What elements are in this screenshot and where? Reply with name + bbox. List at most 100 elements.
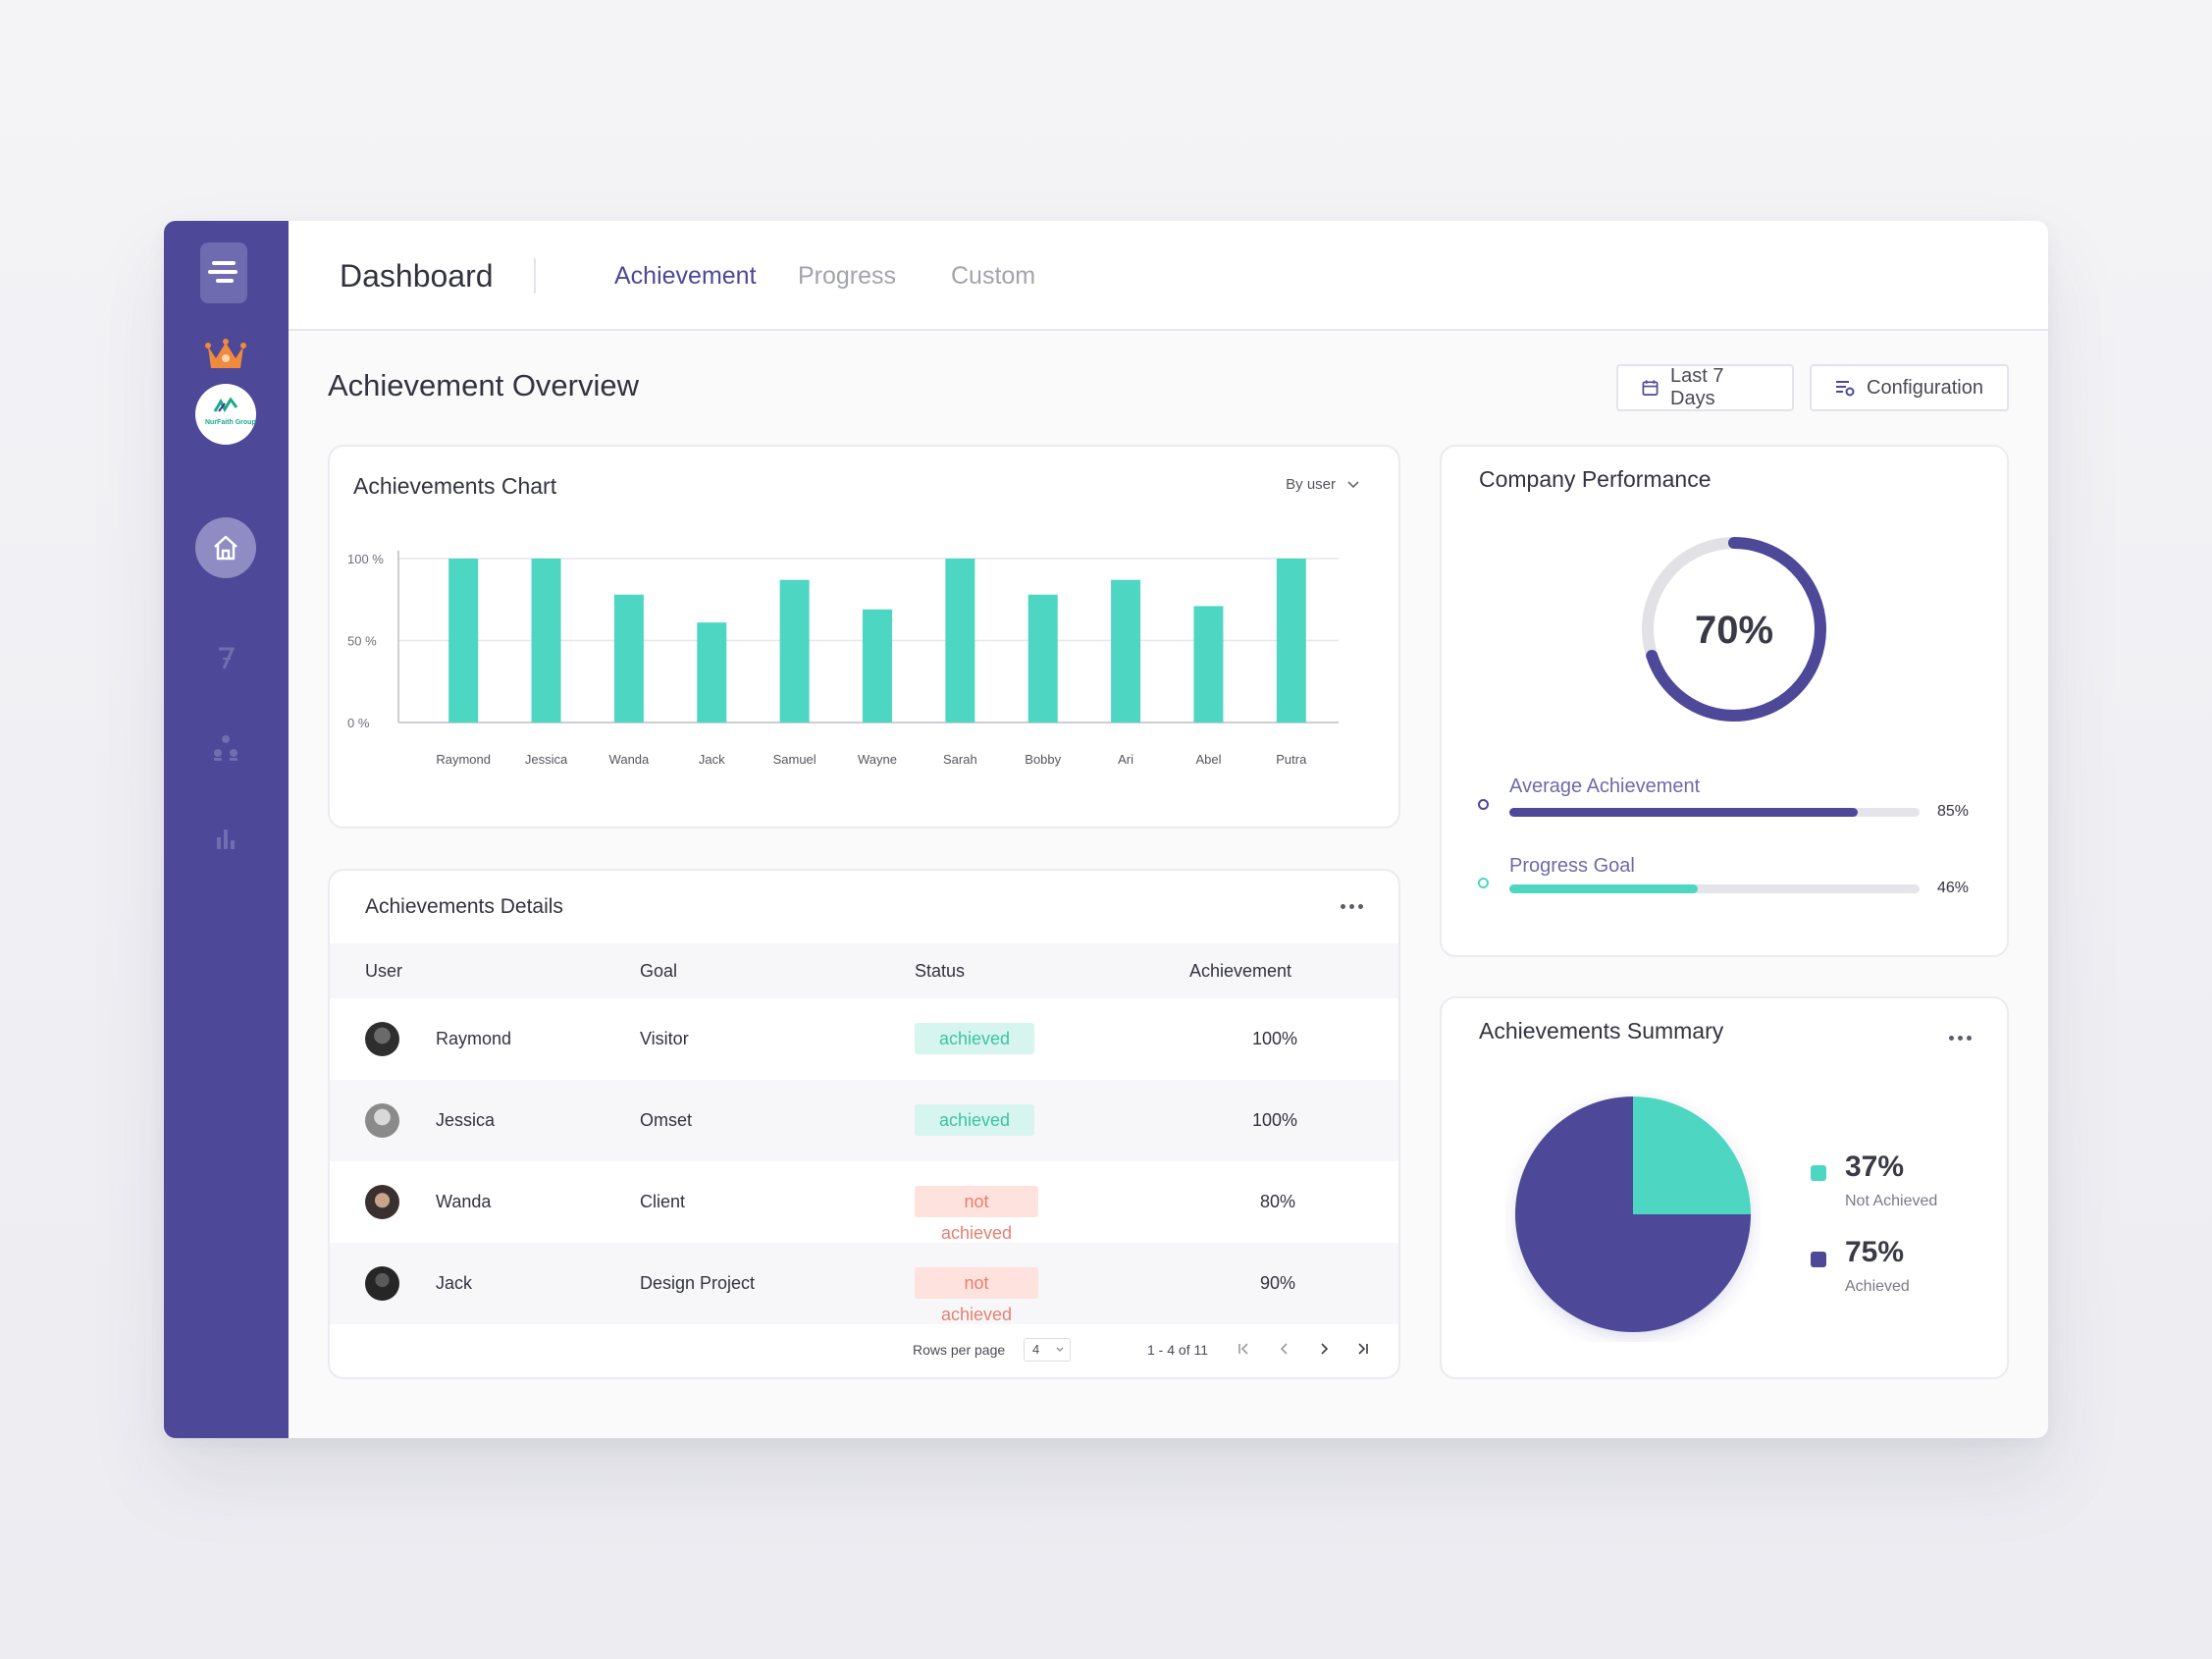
table-row[interactable]: Jessica Omset achieved 100% [330, 1080, 1398, 1161]
menu-icon-line [208, 270, 237, 274]
previous-page-icon[interactable] [1278, 1342, 1291, 1356]
app-title: Dashboard [340, 258, 494, 294]
date-range-button[interactable]: Last 7 Days [1616, 364, 1794, 411]
progress-goal-fill [1509, 884, 1699, 893]
header-status[interactable]: Status [915, 961, 966, 981]
chart-card-title: Achievements Chart [353, 473, 557, 499]
last-page-icon[interactable] [1356, 1342, 1370, 1356]
legend-not-achieved-swatch [1811, 1165, 1826, 1181]
details-more-button[interactable] [1341, 904, 1363, 909]
table-row[interactable]: Raymond Visitor achieved 100% [330, 998, 1398, 1080]
legend-not-achieved-label: Not Achieved [1845, 1193, 1938, 1209]
row-user: Jessica [436, 1110, 496, 1130]
row-achievement: 100% [1252, 1110, 1298, 1130]
more-dot-icon [1341, 904, 1345, 909]
rows-per-page-label: Rows per page [913, 1342, 1006, 1358]
x-tick-label: Abel [1195, 752, 1221, 767]
more-dot-icon [1958, 1036, 1963, 1041]
calendar-icon [1642, 380, 1659, 396]
x-tick-label: Wayne [858, 752, 897, 767]
legend-achieved-swatch [1811, 1252, 1826, 1267]
bar [531, 559, 561, 722]
bar [779, 579, 810, 722]
x-tick-label: Sarah [943, 752, 977, 767]
table-footer: Rows per page 4 1 - 4 of 11 [330, 1324, 1398, 1377]
bar [1193, 606, 1224, 722]
pie-slice [1515, 1097, 1751, 1332]
bar [1027, 594, 1058, 722]
bar [1276, 559, 1306, 722]
achievements-bar-chart: 0 % 50 % 100 % Raymond Jessica Wanda Jack Samue… [347, 551, 1339, 767]
avatar [365, 1022, 399, 1056]
next-page-icon[interactable] [1317, 1342, 1331, 1356]
average-achievement-track [1509, 808, 1920, 817]
header-user[interactable]: User [365, 961, 403, 981]
progress-goal-value: 46% [1937, 880, 1970, 896]
x-tick-label: Raymond [436, 752, 491, 767]
home-button[interactable] [195, 517, 256, 578]
row-goal: Client [640, 1192, 686, 1211]
row-goal: Design Project [640, 1273, 756, 1293]
app-window: NurFaith Group Dashboard Achie [164, 221, 2048, 1438]
table-header: User Goal Status Achievement [330, 943, 1398, 998]
row-achievement: 80% [1260, 1192, 1296, 1211]
org-chart-icon[interactable] [211, 733, 240, 763]
row-achievement: 90% [1260, 1273, 1296, 1293]
x-tick-label: Samuel [773, 752, 816, 767]
achievements-summary-card: Achievements Summary 37% Not Achieved 75… [1440, 996, 2009, 1379]
tab-progress[interactable]: Progress [798, 262, 897, 290]
chevron-down-icon [1347, 480, 1359, 488]
x-tick-label: Jessica [525, 752, 568, 767]
bar [613, 594, 644, 722]
progress-goal-label: Progress Goal [1509, 855, 1635, 877]
logo-text: NurFaith Group [205, 419, 256, 426]
menu-icon-line [216, 279, 234, 283]
header-achievement[interactable]: Achievement [1189, 961, 1292, 981]
achievements-details-card: Achievements Details User Goal Status Ac… [328, 869, 1400, 1379]
seven-icon[interactable] [211, 643, 240, 672]
configuration-button[interactable]: Configuration [1810, 364, 2009, 411]
configuration-icon [1836, 381, 1855, 397]
by-user-label: By user [1286, 476, 1336, 493]
crown-icon [205, 339, 246, 368]
date-range-label: Last 7 Days [1670, 365, 1724, 409]
average-achievement-value: 85% [1937, 803, 1970, 820]
summary-more-button[interactable] [1949, 1036, 1972, 1041]
more-dot-icon [1967, 1036, 1972, 1041]
header-goal[interactable]: Goal [640, 961, 678, 981]
ring-value-label: 70% [1695, 609, 1773, 652]
menu-button[interactable] [200, 242, 247, 303]
status-badge: not achieved [915, 1267, 1038, 1324]
progress-goal-marker [1478, 878, 1489, 888]
tab-achievement[interactable]: Achievement [614, 262, 757, 290]
bar [863, 609, 892, 722]
status-badge: not achieved [915, 1186, 1038, 1243]
company-performance-card: Company Performance 70% Average Achievem… [1440, 445, 2009, 957]
more-dot-icon [1949, 1036, 1954, 1041]
first-page-icon[interactable] [1237, 1342, 1250, 1356]
x-tick-label: Jack [699, 752, 725, 767]
by-user-dropdown[interactable]: By user [1286, 476, 1359, 493]
avatar [365, 1266, 399, 1301]
bar [1111, 579, 1141, 722]
tab-custom[interactable]: Custom [951, 262, 1036, 290]
row-user: Raymond [436, 1029, 512, 1048]
table-row[interactable]: Jack Design Project not achieved 90% [330, 1243, 1398, 1324]
table-row[interactable]: Wanda Client not achieved 80% [330, 1161, 1398, 1243]
x-tick-label: Putra [1276, 752, 1307, 767]
rows-per-page-select[interactable]: 4 [1024, 1338, 1071, 1362]
page-title: Achievement Overview [328, 368, 640, 402]
chevron-down-icon [1056, 1347, 1064, 1352]
company-logo[interactable]: NurFaith Group [195, 384, 256, 445]
bar-chart-icon[interactable] [211, 824, 240, 853]
sidebar: NurFaith Group [164, 221, 289, 1438]
menu-icon-line [212, 261, 236, 265]
average-achievement-marker [1478, 799, 1489, 810]
x-tick-label: Ari [1118, 752, 1133, 767]
achievements-chart-card: Achievements Chart By user 0 % 50 % 100 % R… [328, 445, 1400, 829]
page-range: 1 - 4 of 11 [1147, 1342, 1209, 1358]
x-tick-label: Wanda [609, 752, 650, 767]
title-divider [534, 258, 536, 294]
y-tick-label: 50 % [347, 634, 377, 649]
ring-progress-arc [1642, 537, 1826, 722]
